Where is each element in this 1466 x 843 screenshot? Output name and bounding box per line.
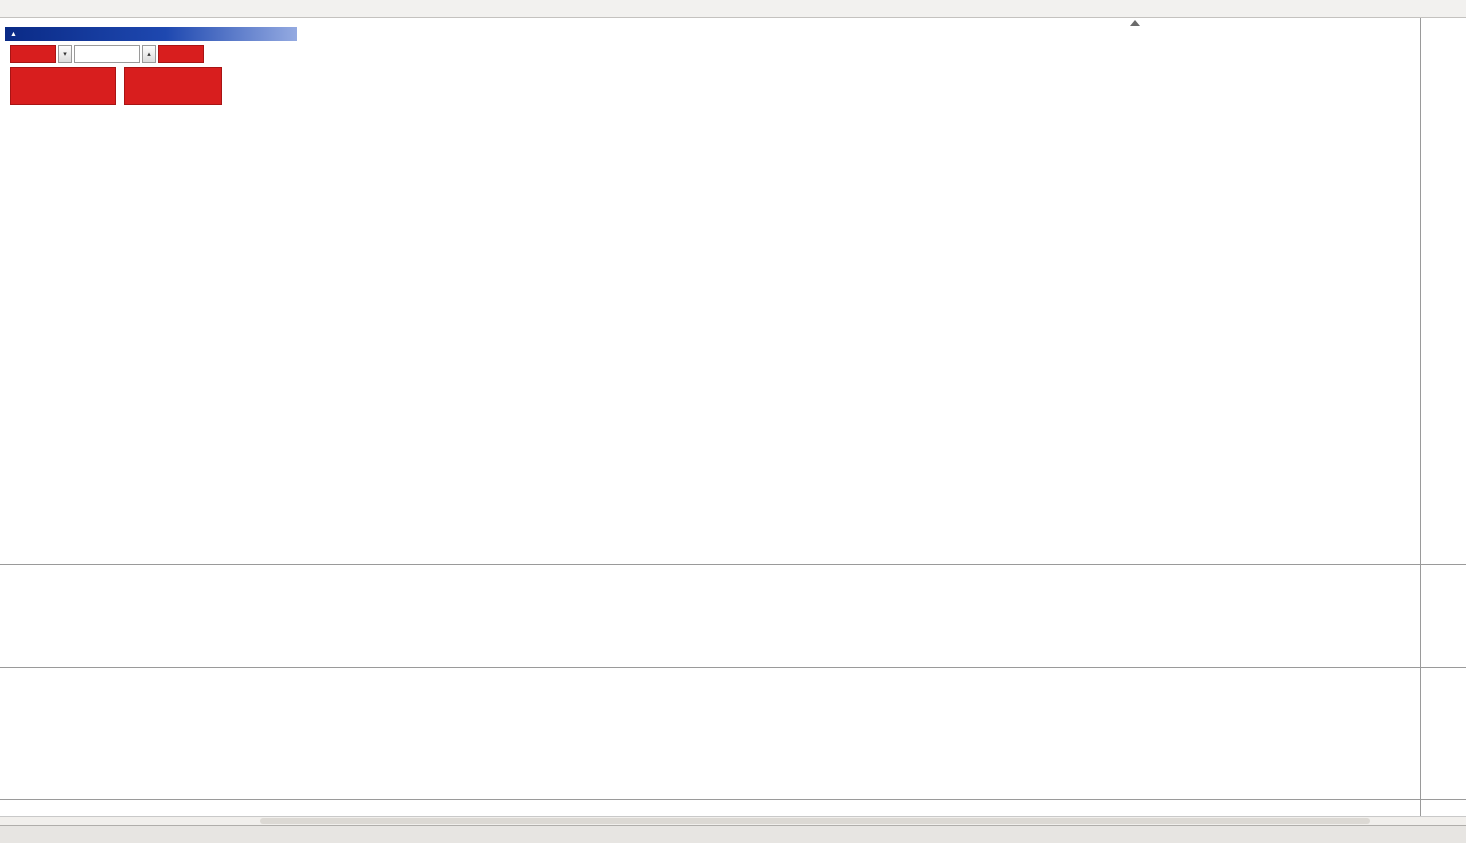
chart-shift-marker[interactable] (1130, 20, 1140, 26)
chart-title-bar: ▲ (5, 27, 297, 41)
timeframe-toolbar (0, 0, 1466, 18)
macd-rsi-divider[interactable] (0, 667, 1466, 668)
one-click-trade-panel: ▾ ▴ (10, 45, 224, 105)
main-macd-divider[interactable] (0, 564, 1466, 565)
volume-input[interactable] (74, 45, 140, 63)
macd-indicator-label (7, 568, 21, 579)
rsi-indicator-label (7, 671, 14, 682)
price-axis (1421, 0, 1466, 824)
horizontal-scrollbar[interactable] (0, 817, 1466, 825)
buy-button[interactable] (158, 45, 204, 63)
rsi-dates-divider (0, 799, 1466, 800)
volume-decrease-button[interactable]: ▾ (58, 45, 72, 63)
price-axis-separator (1420, 18, 1421, 816)
sell-price-box[interactable] (10, 67, 116, 105)
chart-icon: ▲ (10, 30, 17, 38)
sell-button[interactable] (10, 45, 56, 63)
volume-increase-button[interactable]: ▴ (142, 45, 156, 63)
scrollbar-thumb[interactable] (260, 818, 1370, 824)
dates-bottom-divider (0, 816, 1466, 817)
date-axis (0, 800, 1420, 816)
buy-price-box[interactable] (124, 67, 222, 105)
chart-tab-bar (0, 825, 1466, 843)
